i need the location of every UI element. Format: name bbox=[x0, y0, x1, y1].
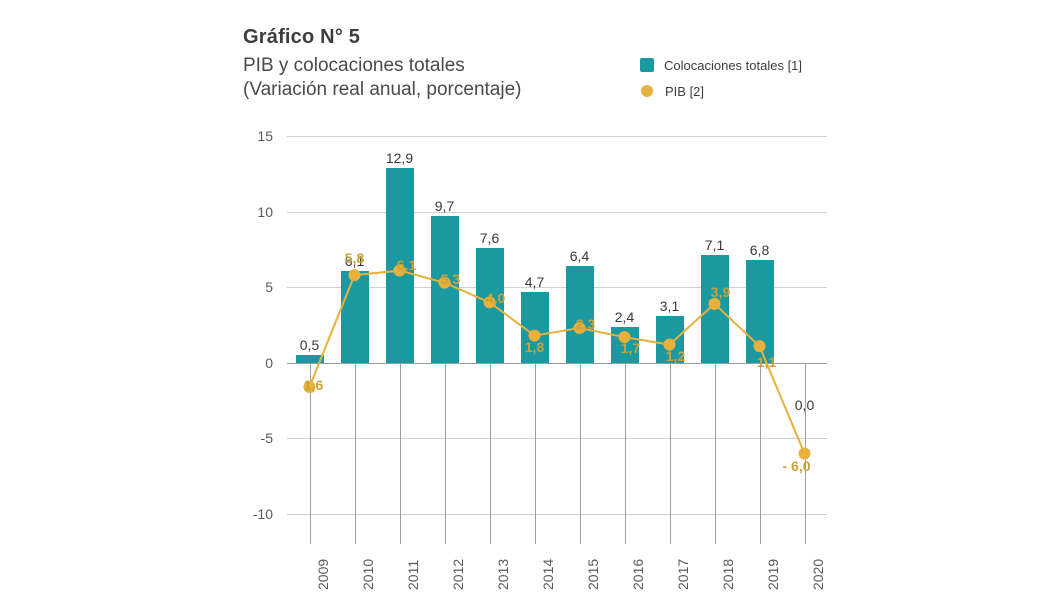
line-value-label: 2,3 bbox=[576, 316, 595, 332]
legend-swatch-icon bbox=[640, 58, 654, 72]
line-value-label: - 6,0 bbox=[782, 458, 810, 474]
legend-item: Colocaciones totales [1] bbox=[640, 52, 802, 78]
line-marker bbox=[349, 269, 361, 281]
y-axis-label: 0 bbox=[265, 355, 287, 371]
line-value-label: 3,9 bbox=[711, 284, 730, 300]
x-axis-label: 2016 bbox=[630, 559, 646, 590]
line-path bbox=[310, 271, 805, 454]
line-value-label: 1,2 bbox=[666, 348, 685, 364]
x-axis-label: 2020 bbox=[810, 559, 826, 590]
line-value-label: 1,7 bbox=[621, 340, 640, 356]
line-value-label: 6,1 bbox=[397, 257, 416, 273]
y-axis-label: 15 bbox=[257, 128, 287, 144]
line-series bbox=[287, 136, 827, 514]
legend-label: Colocaciones totales [1] bbox=[664, 58, 802, 73]
y-axis-label: 10 bbox=[257, 204, 287, 220]
x-axis-label: 2018 bbox=[720, 559, 736, 590]
line-value-label: 1,1 bbox=[757, 354, 776, 370]
line-value-label: 5,8 bbox=[345, 250, 364, 266]
x-axis-label: 2013 bbox=[495, 559, 511, 590]
legend-dot-icon bbox=[641, 85, 653, 97]
legend: Colocaciones totales [1] PIB [2] bbox=[640, 52, 802, 104]
y-axis-label: -5 bbox=[261, 430, 287, 446]
x-axis-label: 2011 bbox=[405, 560, 421, 590]
x-axis-label: 2012 bbox=[450, 559, 466, 590]
line-value-label: 4,0 bbox=[486, 290, 505, 306]
legend-label: PIB [2] bbox=[665, 84, 704, 99]
x-axis-label: 2010 bbox=[360, 559, 376, 590]
legend-item: PIB [2] bbox=[640, 78, 802, 104]
x-axis-label: 2015 bbox=[585, 559, 601, 590]
gridline bbox=[287, 514, 827, 515]
chart-title-block: Gráfico N° 5 PIB y colocaciones totales … bbox=[243, 26, 521, 101]
chart-title: Gráfico N° 5 bbox=[243, 26, 521, 49]
chart-plot-area: -10-50510150,56,112,99,77,64,76,42,43,17… bbox=[287, 136, 827, 514]
x-axis-label: 2017 bbox=[675, 559, 691, 590]
line-marker bbox=[754, 340, 766, 352]
x-axis-label: 2014 bbox=[540, 559, 556, 590]
line-value-label: 1,6 bbox=[304, 377, 323, 393]
chart-subtitle-1: PIB y colocaciones totales bbox=[243, 55, 521, 77]
y-axis-label: 5 bbox=[265, 279, 287, 295]
y-axis-label: -10 bbox=[253, 506, 287, 522]
x-axis-label: 2019 bbox=[765, 559, 781, 590]
chart-subtitle-2: (Variación real anual, porcentaje) bbox=[243, 79, 521, 101]
line-value-label: 5,3 bbox=[441, 271, 460, 287]
line-value-label: 1,8 bbox=[525, 339, 544, 355]
x-axis-label: 2009 bbox=[315, 559, 331, 590]
